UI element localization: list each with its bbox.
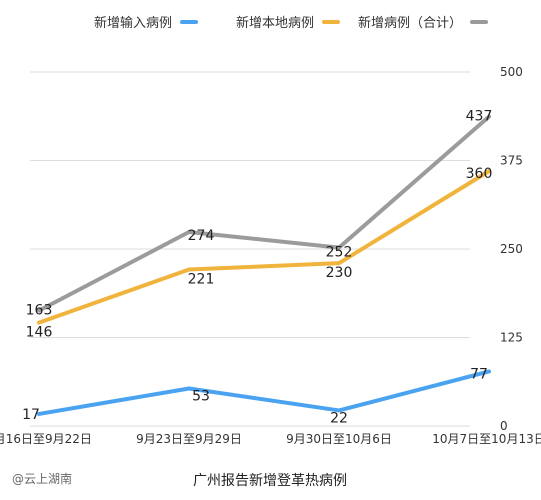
data-label: 230	[326, 265, 353, 281]
series-lines	[37, 114, 491, 416]
gridlines	[30, 71, 470, 427]
y-tick-label: 375	[500, 154, 523, 168]
series-line	[37, 369, 491, 416]
y-tick-label: 125	[500, 331, 523, 345]
x-tick-label: 9月23日至9月29日	[136, 432, 242, 446]
data-label: 437	[466, 109, 493, 125]
x-tick-label: 9月30日至10月6日	[286, 432, 392, 446]
data-label: 146	[26, 325, 53, 341]
legend-label: 新增输入病例	[94, 15, 172, 31]
series-line	[37, 169, 491, 325]
y-tick-label: 500	[500, 65, 523, 79]
x-tick-label: 9月16日至9月22日	[0, 432, 92, 446]
data-label: 17	[22, 407, 40, 423]
data-label: 22	[330, 410, 348, 426]
watermark-text: @云上湖南	[12, 471, 72, 486]
data-label: 53	[192, 388, 210, 404]
legend-label: 新增本地病例	[236, 15, 314, 31]
data-label: 163	[26, 303, 53, 319]
data-label: 252	[326, 245, 353, 261]
chart-title: 广州报告新增登革热病例	[193, 473, 347, 489]
y-tick-label: 0	[500, 419, 508, 433]
data-label: 77	[470, 366, 488, 382]
legend: 新增病例（合计） 新增本地病例 新增输入病例	[94, 15, 488, 31]
data-label: 221	[188, 272, 215, 288]
series-line	[37, 114, 491, 313]
legend-label: 新增病例（合计）	[358, 15, 462, 31]
data-label: 360	[466, 166, 493, 182]
data-label: 274	[188, 228, 215, 244]
data-labels: 163 274 252 437 146 221 230 360 17 53 22 77	[22, 109, 492, 427]
x-tick-label: 10月7日至10月13日	[432, 432, 541, 446]
y-tick-label: 250	[500, 242, 523, 256]
axis-labels: 0 125 250 375 500 9月16日至9月22日 9月23日至9月29日 9月30日…	[0, 65, 541, 446]
